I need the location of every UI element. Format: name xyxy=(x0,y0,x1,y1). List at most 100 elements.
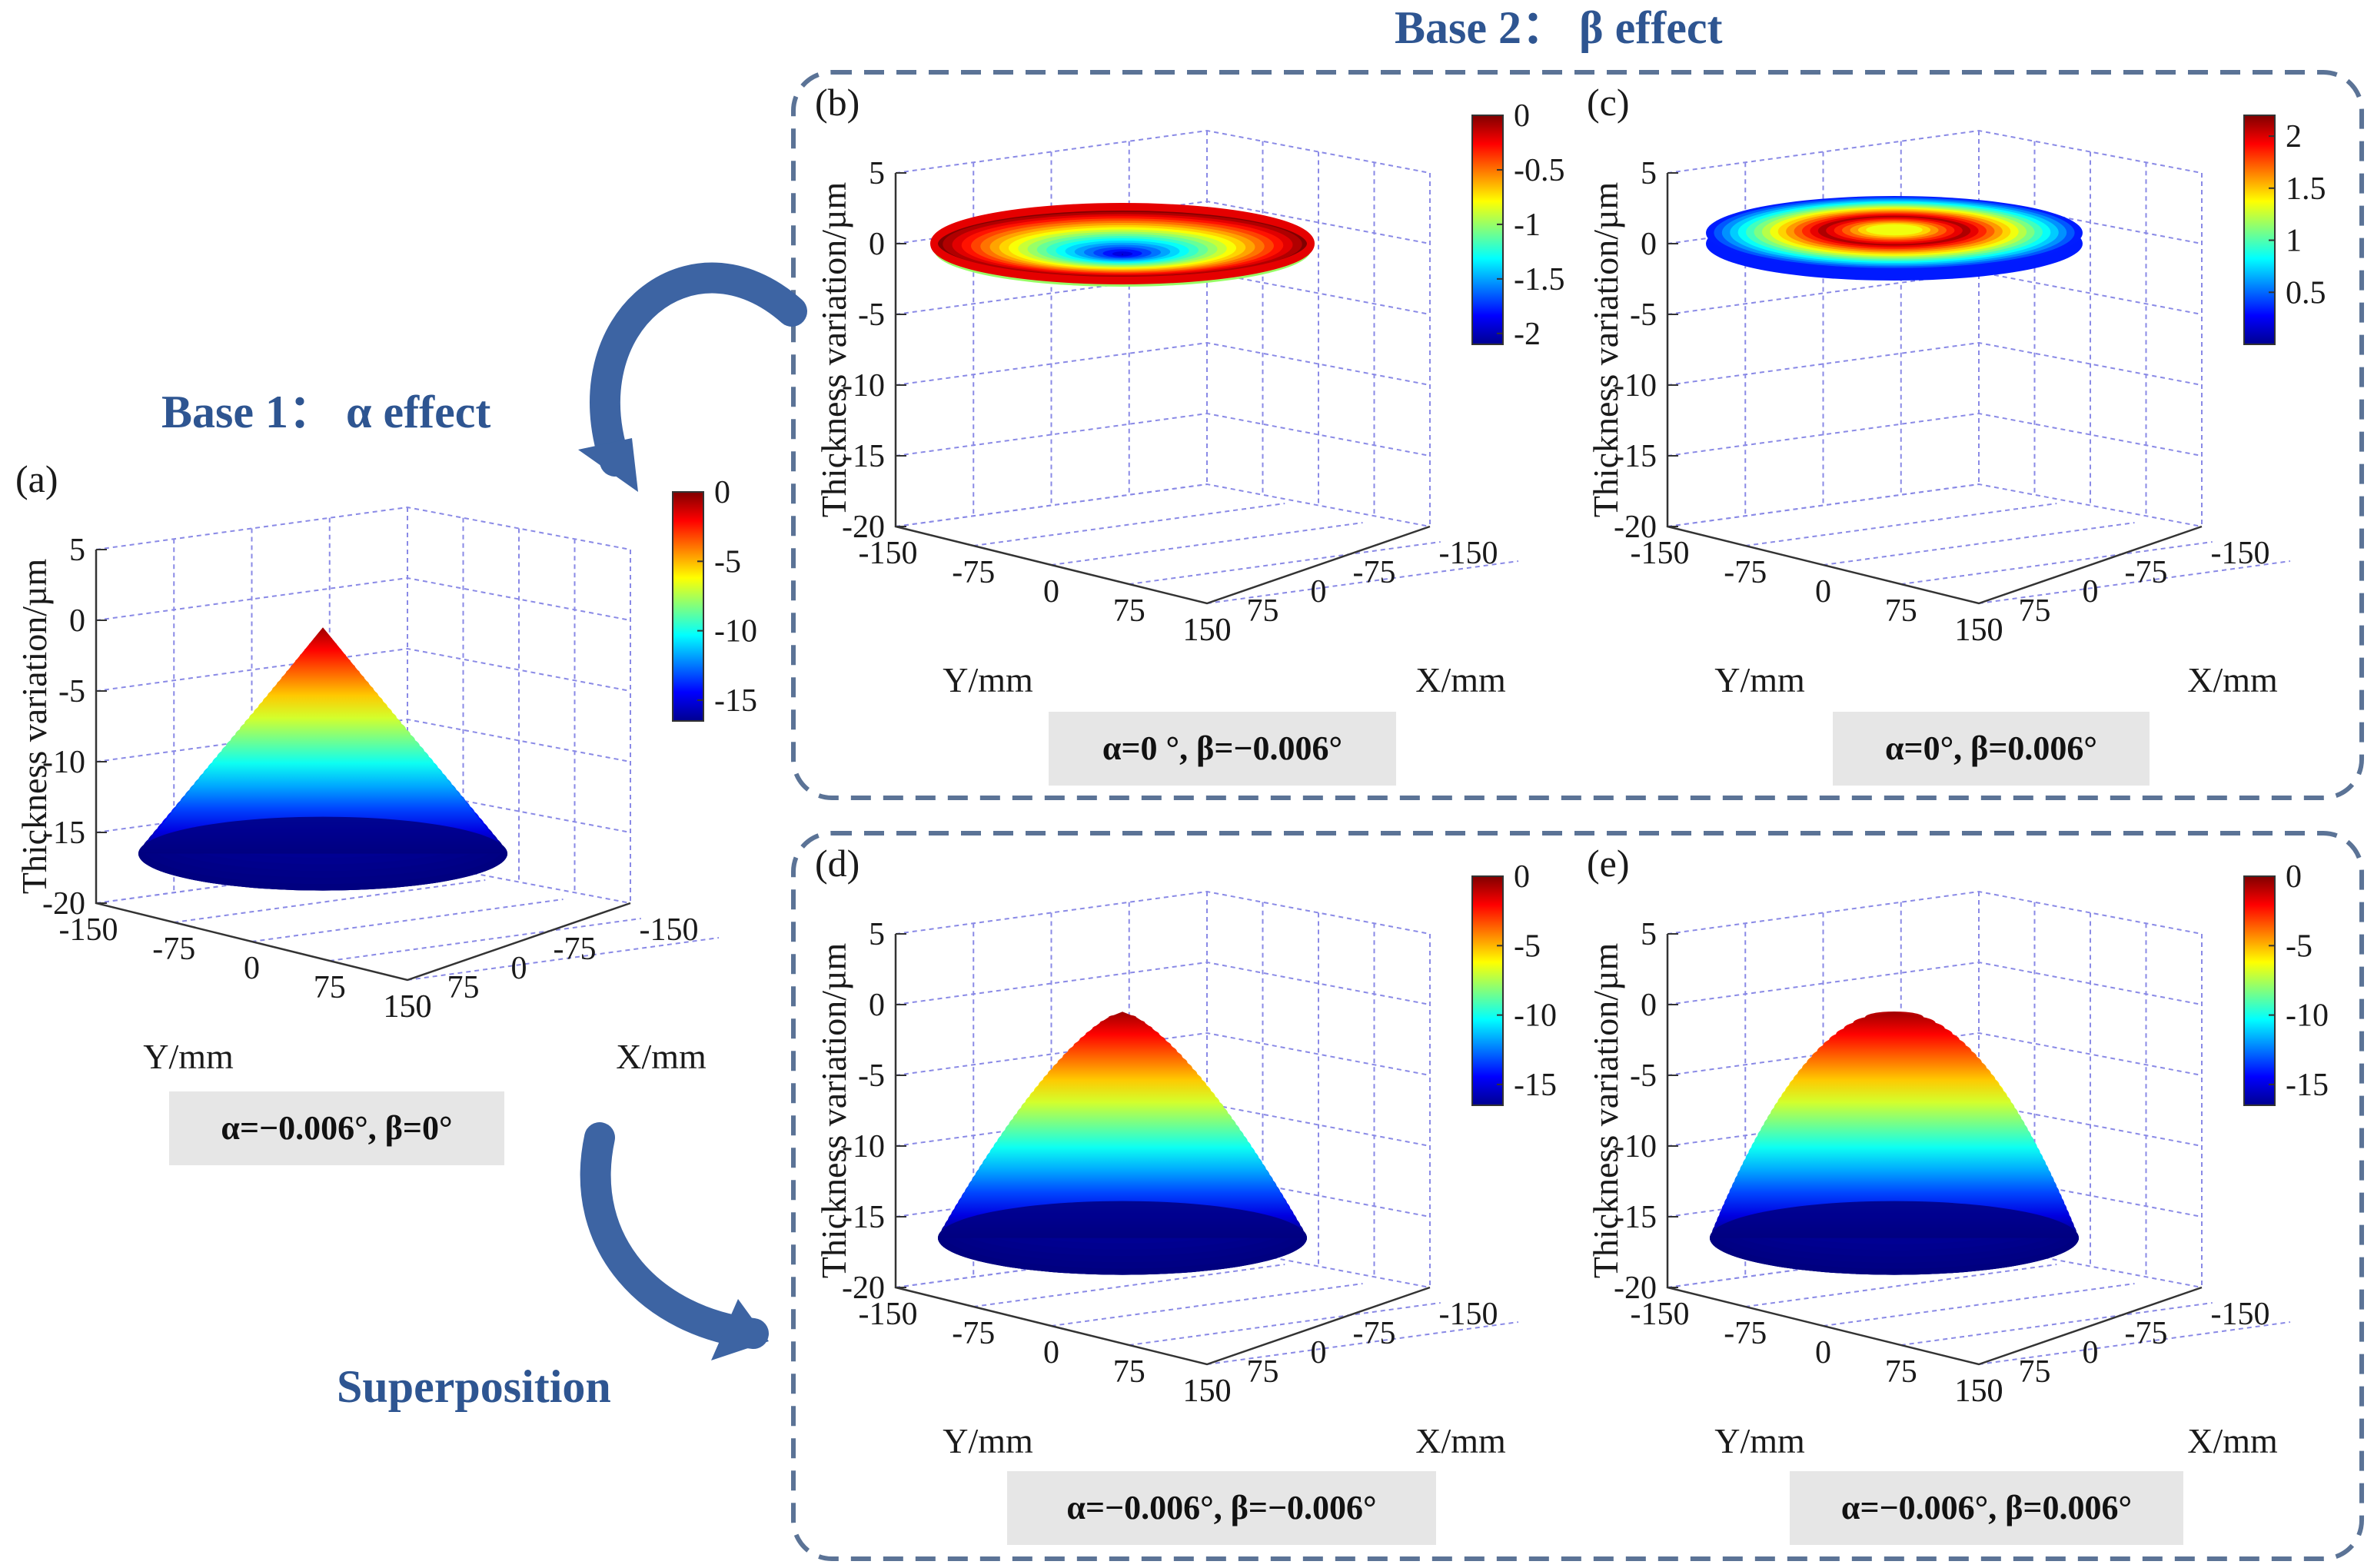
x-tick-label: 75 xyxy=(2019,593,2051,629)
grid-line xyxy=(1667,412,2203,457)
caption-text: α=0°, β=0.006° xyxy=(1885,729,2097,767)
colorbar-tick-label: -10 xyxy=(2286,998,2329,1034)
grid-line xyxy=(1667,1031,2203,1076)
x-tick-label: -75 xyxy=(554,932,597,967)
caption-box xyxy=(169,1091,504,1165)
z-tick-label: -10 xyxy=(842,1129,885,1164)
y-tick-label: 75 xyxy=(1885,1354,1917,1390)
caption-box xyxy=(1790,1471,2183,1545)
z-tick-label: -10 xyxy=(42,745,85,780)
y-tick-label: 75 xyxy=(1113,1354,1145,1390)
surface-body xyxy=(1710,1012,2079,1238)
grid-line xyxy=(1900,1302,2213,1346)
y-tick-label: 150 xyxy=(1955,613,2003,648)
z-tick-label: 0 xyxy=(1641,988,1657,1023)
surface-body xyxy=(938,1012,1307,1238)
colorbar: 0 -5 -10 -15 xyxy=(2243,859,2329,1106)
grid-walls xyxy=(95,506,720,981)
arrow-base1-to-superposition xyxy=(580,1122,769,1349)
grid-line xyxy=(1051,1283,1363,1327)
surface-cone-down xyxy=(138,627,507,891)
z-tick-label: -5 xyxy=(58,674,85,709)
grid-line xyxy=(1823,1283,2135,1327)
y-tick-label: -75 xyxy=(952,555,995,590)
colorbar-tick-label: -15 xyxy=(2286,1068,2329,1103)
z-axis-label: Thickness variation/µm xyxy=(814,181,853,517)
grid-line xyxy=(251,899,564,942)
z-tick-label: 0 xyxy=(869,227,885,262)
axis-frame xyxy=(1666,173,2203,605)
x-tick-label: -150 xyxy=(1439,1297,1498,1332)
surface-body xyxy=(138,627,507,854)
grid-line xyxy=(1129,1302,1441,1346)
panel-label: (d) xyxy=(815,842,859,885)
z-tick-label: -20 xyxy=(842,1271,885,1306)
caption-b: α=0 °, β=−0.006° xyxy=(1049,712,1396,786)
z-axis-label: Thickness variation/µm xyxy=(814,942,853,1278)
x-tick-label: 0 xyxy=(1311,574,1327,610)
caption-e: α=−0.006°, β=0.006° xyxy=(1790,1471,2183,1545)
grid-line xyxy=(895,483,1431,527)
z-tick-label: 5 xyxy=(869,156,885,191)
grid-line xyxy=(1667,961,2203,1005)
y-tick-label: 150 xyxy=(384,989,432,1025)
surface-dome xyxy=(1710,1011,2079,1275)
grid-line xyxy=(1667,341,2203,386)
x-tick-label: -150 xyxy=(2211,1297,2270,1332)
surface-ring-up xyxy=(1706,196,2083,281)
grid-line xyxy=(95,506,631,550)
colorbar: 0 -5 -10 -15 xyxy=(672,475,757,722)
grid-line xyxy=(895,890,1431,935)
x-tick-label: 150 xyxy=(1183,1374,1232,1409)
z-tick-label: -15 xyxy=(1614,1200,1657,1235)
x-tick-label: 150 xyxy=(1955,1374,2003,1409)
z-tick-label: -15 xyxy=(1614,439,1657,474)
panel-label: (b) xyxy=(815,81,859,124)
z-tick-label: -10 xyxy=(1614,368,1657,404)
y-axis-label: Y/mm xyxy=(1714,660,1805,699)
axis-frame xyxy=(95,550,631,982)
colorbar-tick-label: -5 xyxy=(2286,929,2312,964)
arrow-head-base1 xyxy=(578,438,638,492)
grid-line xyxy=(174,879,486,923)
x-tick-label: -150 xyxy=(2211,536,2270,571)
grid-line xyxy=(95,576,631,621)
z-tick-label: -15 xyxy=(842,439,885,474)
colorbar-tick-label: -15 xyxy=(1514,1068,1557,1103)
grid-line xyxy=(95,860,408,904)
z-tick-label: 5 xyxy=(1641,156,1657,191)
z-tick-label: -5 xyxy=(1630,297,1657,333)
colorbar-tick-label: 0 xyxy=(2286,859,2302,895)
panel-label: (a) xyxy=(15,457,58,500)
grid-line xyxy=(895,1031,1431,1076)
z-tick-label: 5 xyxy=(69,533,85,568)
colorbar-tick-label: 1 xyxy=(2286,224,2302,259)
y-tick-label: 150 xyxy=(1183,1374,1232,1409)
caption-a: α=−0.006°, β=0° xyxy=(169,1091,504,1165)
colorbar-gradient xyxy=(1471,875,1504,1106)
x-tick-label: -75 xyxy=(1353,1316,1396,1351)
x-tick-label: -75 xyxy=(2125,1316,2168,1351)
z-tick-label: -5 xyxy=(858,1058,885,1094)
y-tick-label: -150 xyxy=(1631,1297,1690,1332)
y-axis-label: Y/mm xyxy=(943,660,1033,699)
grid-walls xyxy=(895,129,1519,604)
grid-line xyxy=(973,1264,1285,1307)
y-tick-label: 0 xyxy=(1815,1335,1831,1370)
grid-line xyxy=(895,961,1431,1005)
grid-line xyxy=(1745,1264,2057,1307)
x-tick-label: 0 xyxy=(2083,1335,2099,1370)
colorbar-tick-label: 0 xyxy=(1514,98,1530,134)
x-tick-label: -75 xyxy=(2125,555,2168,590)
base1-title: Base 1： α effect xyxy=(161,387,490,437)
y-tick-label: 75 xyxy=(314,970,346,1005)
dish-band xyxy=(1122,254,1123,255)
grid-line xyxy=(1667,483,1980,527)
z-tick-label: -20 xyxy=(1614,510,1657,545)
surface-dish-down xyxy=(930,203,1315,287)
colorbar-gradient xyxy=(672,491,704,722)
surface-base-rim xyxy=(138,816,507,891)
